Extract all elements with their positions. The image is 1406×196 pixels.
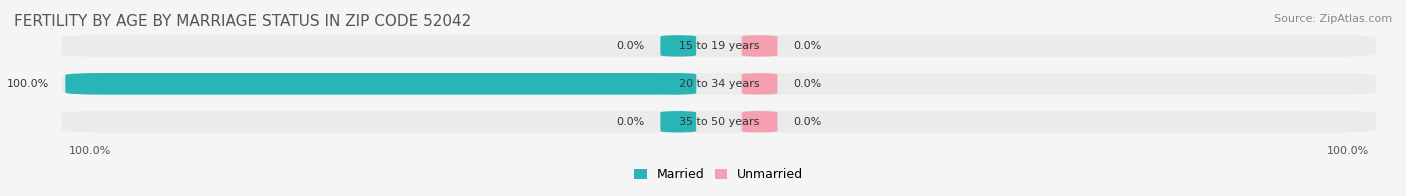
FancyBboxPatch shape	[62, 111, 1376, 133]
Text: 0.0%: 0.0%	[794, 41, 823, 51]
FancyBboxPatch shape	[661, 35, 696, 57]
FancyBboxPatch shape	[661, 111, 696, 132]
Text: 35 to 50 years: 35 to 50 years	[679, 117, 759, 127]
Text: 0.0%: 0.0%	[794, 117, 823, 127]
FancyBboxPatch shape	[742, 73, 778, 95]
Text: FERTILITY BY AGE BY MARRIAGE STATUS IN ZIP CODE 52042: FERTILITY BY AGE BY MARRIAGE STATUS IN Z…	[14, 14, 471, 29]
FancyBboxPatch shape	[661, 73, 696, 95]
Text: 0.0%: 0.0%	[794, 79, 823, 89]
Text: 0.0%: 0.0%	[616, 41, 644, 51]
Text: 100.0%: 100.0%	[7, 79, 49, 89]
FancyBboxPatch shape	[62, 35, 1376, 57]
Text: 100.0%: 100.0%	[1327, 146, 1369, 156]
Text: 100.0%: 100.0%	[69, 146, 111, 156]
FancyBboxPatch shape	[742, 35, 778, 57]
FancyBboxPatch shape	[65, 73, 696, 95]
Text: 20 to 34 years: 20 to 34 years	[679, 79, 759, 89]
FancyBboxPatch shape	[62, 73, 1376, 95]
Text: 0.0%: 0.0%	[616, 117, 644, 127]
FancyBboxPatch shape	[742, 111, 778, 132]
Text: Source: ZipAtlas.com: Source: ZipAtlas.com	[1274, 14, 1392, 24]
Text: 15 to 19 years: 15 to 19 years	[679, 41, 759, 51]
Legend: Married, Unmarried: Married, Unmarried	[630, 163, 808, 186]
